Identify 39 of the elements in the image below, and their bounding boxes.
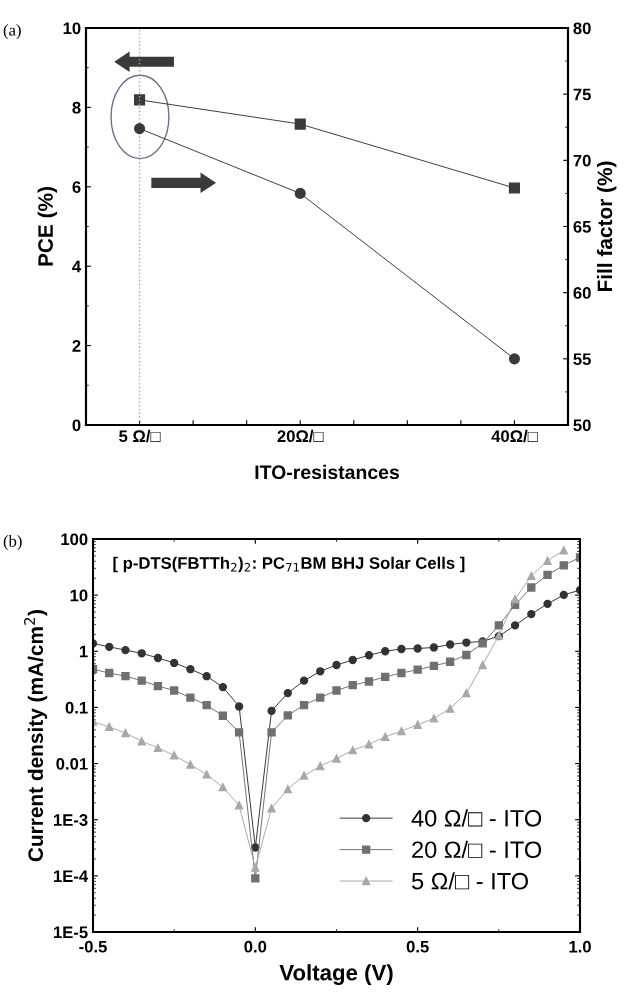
y-tick-label: 1E-4 [53,870,89,882]
y-axis-title: Current density (mA/cm$^{2}$) [24,610,48,862]
y2-tick-label: 65 [573,220,591,233]
y2-tick-label: 55 [573,353,591,366]
y-tick-label: 100 [61,533,88,546]
y-tick-label: 10 [63,22,81,35]
y-tick-label: 1E-5 [53,926,88,939]
y-tick-label: 0.01 [56,757,88,770]
y-tick-label: 1E-3 [53,814,88,826]
y2-tick-label: 70 [573,154,591,167]
text: (b) [3,535,22,551]
x-tick-label: 5 Ω/□ [119,429,161,443]
y-axis-title: PCE (%) [37,187,58,266]
x-axis-title: Voltage (V) [279,964,393,986]
y-tick-label: 8 [72,101,81,114]
y-tick-label: 0 [72,419,81,432]
annotation: [ p-DTS(FBTTh$_{2}$)$_{2}$: PC$_{71}$BM BHJ Solar Cells ] [113,556,465,573]
y-tick-label: 6 [72,181,81,193]
y2-tick-label: 80 [573,22,591,35]
y2-tick-label: 50 [573,419,591,432]
x-tick-label: -0.5 [79,940,107,953]
y2-tick-label: 75 [573,88,591,101]
x-tick-label: 1.0 [569,940,591,953]
x-tick-label: 0.0 [244,940,267,953]
x-tick-label: 40Ω/□ [491,429,538,443]
legend-label: 40 Ω/□ - ITO [411,809,542,827]
y2-tick-label: 60 [573,287,591,299]
x-tick-label: 20Ω/□ [277,429,324,443]
text: (a) [3,24,21,40]
y-tick-label: 1 [79,645,88,658]
y2-axis-title: Fill factor (%) [596,161,617,292]
x-tick-label: 0.5 [406,940,429,953]
y-tick-label: 4 [72,260,82,273]
y-tick-label: 0.1 [65,701,88,714]
y-tick-label: 2 [72,340,81,352]
y-tick-label: 10 [70,589,88,602]
x-axis-title: ITO-resistances [255,464,399,480]
legend-label: 20 Ω/□ - ITO [412,840,542,859]
legend-label: 5 Ω/□ - ITO [411,872,528,890]
